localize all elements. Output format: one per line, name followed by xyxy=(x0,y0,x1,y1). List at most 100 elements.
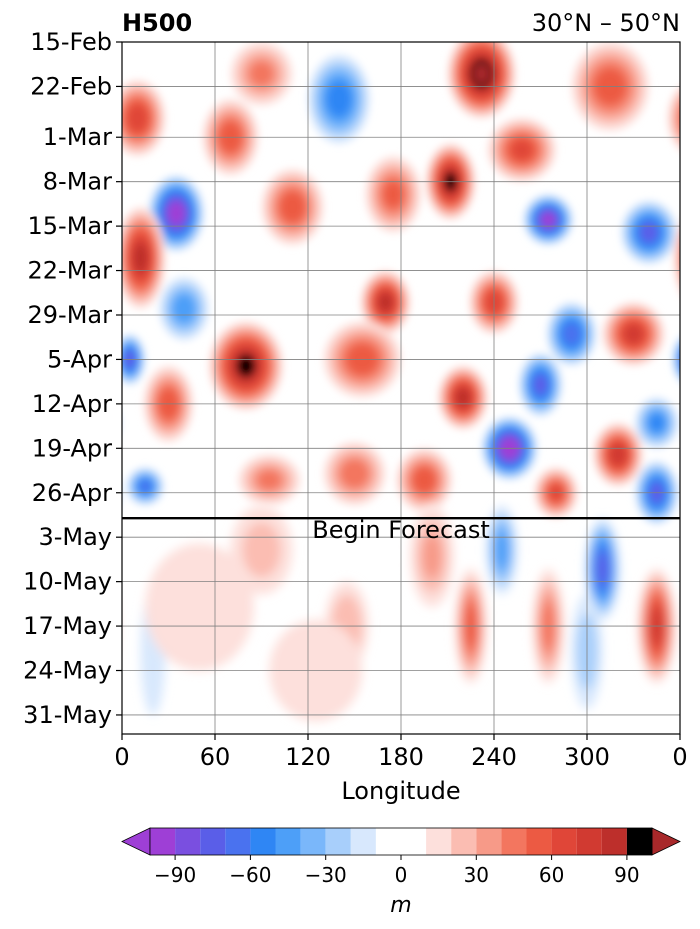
anomaly-blob xyxy=(518,353,563,417)
y-tick-label: 15-Feb xyxy=(30,28,112,56)
contour-band xyxy=(341,459,368,488)
contour-band xyxy=(679,353,680,366)
contour-band xyxy=(173,294,195,323)
forecast-label: Begin Forecast xyxy=(312,516,490,544)
x-tick-label: 240 xyxy=(471,743,517,771)
colorbar-band xyxy=(300,828,326,855)
anomaly-blob xyxy=(455,568,487,684)
anomaly-blob xyxy=(126,467,164,506)
anomaly-blob xyxy=(438,365,488,430)
anomaly-blob xyxy=(447,42,516,119)
contour-band xyxy=(693,475,700,497)
contour-band xyxy=(690,473,700,500)
contour-band xyxy=(145,543,254,671)
y-tick-label: 10-May xyxy=(23,568,112,596)
x-tick-label: 60 xyxy=(200,743,231,771)
anomaly-blob-wrap xyxy=(667,86,700,150)
anomaly-blob xyxy=(208,321,284,411)
contour-band xyxy=(692,245,700,271)
plot-area: Begin Forecast xyxy=(121,41,700,735)
anomaly-blob xyxy=(261,168,324,246)
y-tick-label: 26-Apr xyxy=(32,479,112,507)
contour-band xyxy=(127,104,148,132)
contour-band xyxy=(684,229,700,287)
colorbar-extend-low xyxy=(121,827,151,856)
colorbar-band xyxy=(350,828,376,855)
contour-band xyxy=(685,467,700,505)
colorbar-tick-label: 30 xyxy=(464,863,489,887)
colorbar-tick-label: −90 xyxy=(154,863,196,887)
contour-band xyxy=(687,234,700,282)
anomaly-blob xyxy=(230,505,293,595)
contour-band xyxy=(687,470,700,503)
contour-band xyxy=(327,82,351,117)
anomaly-blob xyxy=(145,543,254,671)
anomaly-blob xyxy=(546,302,597,366)
anomaly-blob xyxy=(523,194,574,246)
colorbar-band xyxy=(551,828,577,855)
anomaly-blob xyxy=(122,80,166,157)
y-tick-label: 31-May xyxy=(23,701,112,729)
y-tick-label: 22-Mar xyxy=(28,257,113,285)
contour-band xyxy=(422,534,442,579)
contour-band xyxy=(236,354,256,377)
contour-band xyxy=(250,62,273,86)
colorbar-band xyxy=(451,828,477,855)
colorbar-band xyxy=(200,828,226,855)
anomaly-blob xyxy=(593,422,643,487)
anomaly-blob xyxy=(396,448,453,512)
colorbar-band xyxy=(375,828,427,855)
colorbar: −90 −60 −30 0 30 60 90 xyxy=(121,827,681,887)
x-tick-label: 0 xyxy=(672,743,687,771)
colorbar-band xyxy=(325,828,351,855)
colorbar-band xyxy=(250,828,276,855)
contour-band xyxy=(690,239,700,276)
y-tick-label: 15-Mar xyxy=(28,212,113,240)
colorbar-band xyxy=(225,828,251,855)
anomaly-blob xyxy=(486,505,518,595)
x-tick-label: 120 xyxy=(285,743,331,771)
colorbar-unit-label: m xyxy=(390,893,411,918)
contour-band xyxy=(682,100,700,136)
anomaly-blob xyxy=(122,207,166,309)
contour-band xyxy=(678,108,680,128)
anomaly-blob xyxy=(621,200,677,265)
contour-band xyxy=(534,376,547,394)
colorbar-tick-label: −60 xyxy=(229,863,271,887)
anomaly-blob xyxy=(602,302,665,366)
contour-band xyxy=(683,351,693,367)
contour-band xyxy=(562,323,581,346)
x-tick-label: 300 xyxy=(564,743,610,771)
anomaly-blob xyxy=(230,42,293,106)
x-axis: 0 60 120 180 240 300 0 xyxy=(114,734,688,771)
y-tick-label: 29-Mar xyxy=(28,301,113,329)
anomaly-blob xyxy=(323,441,386,506)
contour-band xyxy=(686,105,700,131)
anomaly-blob xyxy=(487,118,556,182)
y-tick-label: 5-Apr xyxy=(47,345,112,373)
contour-band xyxy=(473,63,490,85)
contour-band xyxy=(625,325,642,343)
contour-band xyxy=(674,99,680,137)
colorbar-tick-label: −30 xyxy=(305,863,347,887)
contour-band xyxy=(679,245,680,271)
contour-band xyxy=(242,522,281,578)
colorbar-tick-label: 60 xyxy=(539,863,564,887)
contour-band xyxy=(456,389,470,406)
contour-band xyxy=(542,213,555,226)
anomaly-blob xyxy=(148,175,205,252)
contour-band xyxy=(511,140,532,160)
contour-band xyxy=(134,244,147,271)
colorbar-band xyxy=(526,828,552,855)
anomaly-blob-wrap xyxy=(685,467,700,505)
colorbar-tick-label: 90 xyxy=(614,863,639,887)
y-tick-label: 8-Mar xyxy=(43,168,112,196)
colorbar-band xyxy=(476,828,502,855)
y-tick-label: 17-May xyxy=(23,612,112,640)
y-tick-label: 22-Feb xyxy=(30,72,112,100)
anomaly-blob xyxy=(365,156,422,233)
x-axis-label: Longitude xyxy=(341,777,460,805)
contour-band xyxy=(610,444,626,465)
chart-title-left: H500 xyxy=(122,9,192,37)
